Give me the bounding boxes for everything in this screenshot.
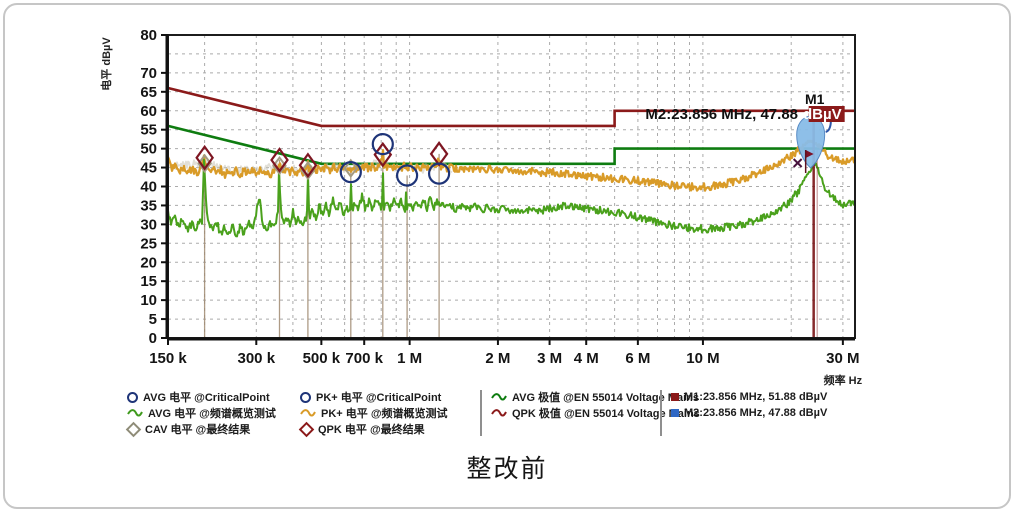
x-tick-label: 300 k bbox=[238, 350, 276, 367]
y-tick-label: 15 bbox=[140, 273, 157, 290]
qpk-diamond-marker bbox=[429, 141, 449, 167]
diamond-marker-icon bbox=[298, 421, 315, 437]
legend-item-label: AVG 极值 @EN 55014 Voltage Mains bbox=[512, 392, 699, 404]
cav-diamond-marker bbox=[300, 160, 316, 181]
wave-line-icon bbox=[491, 393, 507, 401]
cav-diamond-marker bbox=[197, 153, 212, 174]
legend-item: M1:23.856 MHz, 51.88 dBµV bbox=[671, 390, 827, 404]
critical-point-circle-marker bbox=[396, 164, 419, 187]
m1-label: M1 bbox=[805, 91, 825, 107]
legend-item: QPK 极值 @EN 55014 Voltage Mains bbox=[491, 406, 700, 420]
square-marker-icon bbox=[671, 393, 679, 401]
wave-line-icon bbox=[300, 409, 316, 417]
x-tick-label: 4 M bbox=[574, 350, 599, 367]
y-tick-label: 5 bbox=[149, 311, 157, 328]
legend-item: QPK 电平 @最终结果 bbox=[298, 421, 448, 437]
y-tick-label: 30 bbox=[140, 216, 157, 233]
legend-item: PK+ 电平 @频谱概览测试 bbox=[300, 406, 448, 420]
x-tick-label: 500 k bbox=[303, 350, 341, 367]
legend-group: M1:23.856 MHz, 51.88 dBµV M2:23.856 MHz, … bbox=[660, 390, 827, 436]
legend-item: PK+ 电平 @CriticalPoint bbox=[300, 390, 448, 404]
y-tick-label: 45 bbox=[140, 160, 157, 177]
y-tick-label: 0 bbox=[149, 330, 157, 347]
gridlines bbox=[168, 35, 855, 338]
y-tick-label: 50 bbox=[140, 141, 157, 158]
qpk-diamond-marker bbox=[270, 147, 289, 173]
legend-item-label: PK+ 电平 @频谱概览测试 bbox=[321, 408, 448, 420]
y-tick-label: 10 bbox=[140, 292, 157, 309]
m-marker-cluster bbox=[792, 115, 832, 338]
x-tick-label: 30 M bbox=[826, 350, 859, 367]
chart-title: 整改前 bbox=[466, 455, 548, 483]
x-tick-label: 6 M bbox=[625, 350, 650, 367]
legend-group: AVG 极值 @EN 55014 Voltage Mains QPK 极值 @EN… bbox=[480, 390, 700, 436]
diamond-marker-icon bbox=[125, 421, 142, 437]
m2-callout: M2:23.856 MHz, 47.88 dBµV bbox=[645, 106, 841, 123]
y-tick-label: 65 bbox=[140, 84, 157, 101]
qpk-diamond-marker bbox=[298, 152, 318, 179]
y-tick-label: 25 bbox=[140, 235, 157, 252]
y-tick-label: 40 bbox=[140, 179, 157, 196]
square-marker-icon bbox=[671, 409, 679, 417]
legend-item-label: PK+ 电平 @CriticalPoint bbox=[316, 392, 442, 404]
legend-item-label: AVG 电平 @CriticalPoint bbox=[143, 392, 270, 404]
wave-line-icon bbox=[127, 409, 143, 417]
x-tick-label: 10 M bbox=[686, 350, 719, 367]
m1-marker-box bbox=[808, 106, 845, 122]
m2-balloon-icon bbox=[796, 115, 826, 169]
qpk-diamond-marker bbox=[195, 144, 215, 171]
cav-diamond-marker bbox=[343, 158, 359, 178]
legend-item-label: M2:23.856 MHz, 47.88 dBµV bbox=[684, 407, 828, 419]
legend-group: AVG 电平 @CriticalPoint AVG 电平 @频谱概览测试 CAV 电… bbox=[125, 390, 276, 437]
legend-item-label: QPK 极值 @EN 55014 Voltage Mains bbox=[512, 408, 700, 420]
wave-line-icon bbox=[491, 409, 507, 417]
critical-point-circle-marker bbox=[371, 133, 394, 156]
x-tick-label: 3 M bbox=[537, 350, 562, 367]
avg-trace bbox=[168, 158, 855, 238]
y-tick-label: 70 bbox=[140, 65, 157, 82]
chart-legend: AVG 电平 @CriticalPoint AVG 电平 @频谱概览测试 CAV 电… bbox=[0, 388, 1014, 442]
small-flag-icon bbox=[805, 150, 814, 158]
qpk-diamond-marker bbox=[373, 141, 393, 168]
legend-group: PK+ 电平 @CriticalPoint PK+ 电平 @频谱概览测试 QPK 电… bbox=[298, 390, 448, 437]
circle-marker-icon bbox=[127, 391, 138, 403]
y-axis-title: 电平 dBµV bbox=[99, 37, 113, 91]
y-tick-label: 60 bbox=[140, 103, 157, 120]
cav-diamond-marker bbox=[272, 156, 287, 176]
legend-item: M2:23.856 MHz, 47.88 dBµV bbox=[671, 406, 827, 420]
qpk-limit-line bbox=[167, 86, 855, 128]
y-tick-label: 55 bbox=[140, 122, 157, 139]
x-tick-label: 1 M bbox=[397, 350, 422, 367]
legend-item-label: QPK 电平 @最终结果 bbox=[318, 424, 425, 436]
x-tick-label: 700 k bbox=[345, 350, 383, 367]
x-tick-label: 150 k bbox=[149, 350, 187, 367]
legend-item-label: M1:23.856 MHz, 51.88 dBµV bbox=[684, 391, 828, 403]
result-markers bbox=[195, 133, 451, 187]
critical-point-circle-marker bbox=[339, 161, 362, 184]
legend-item: CAV 电平 @最终结果 bbox=[125, 421, 276, 437]
legend-item: AVG 电平 @CriticalPoint bbox=[127, 390, 276, 404]
x-axis-title: 频率 Hz bbox=[824, 373, 863, 387]
legend-item-label: AVG 电平 @频谱概览测试 bbox=[148, 408, 276, 420]
avg-limit-line bbox=[167, 124, 855, 166]
legend-item-label: CAV 电平 @最终结果 bbox=[145, 424, 251, 436]
critical-point-circle-marker bbox=[428, 162, 451, 185]
legend-item: AVG 极值 @EN 55014 Voltage Mains bbox=[491, 390, 700, 404]
y-tick-label: 35 bbox=[140, 197, 157, 214]
y-tick-label: 80 bbox=[140, 27, 157, 44]
x-tick-label: 2 M bbox=[485, 350, 510, 367]
circle-marker-icon bbox=[300, 391, 311, 403]
y-tick-label: 20 bbox=[140, 254, 157, 271]
legend-item: AVG 电平 @频谱概览测试 bbox=[127, 406, 276, 420]
